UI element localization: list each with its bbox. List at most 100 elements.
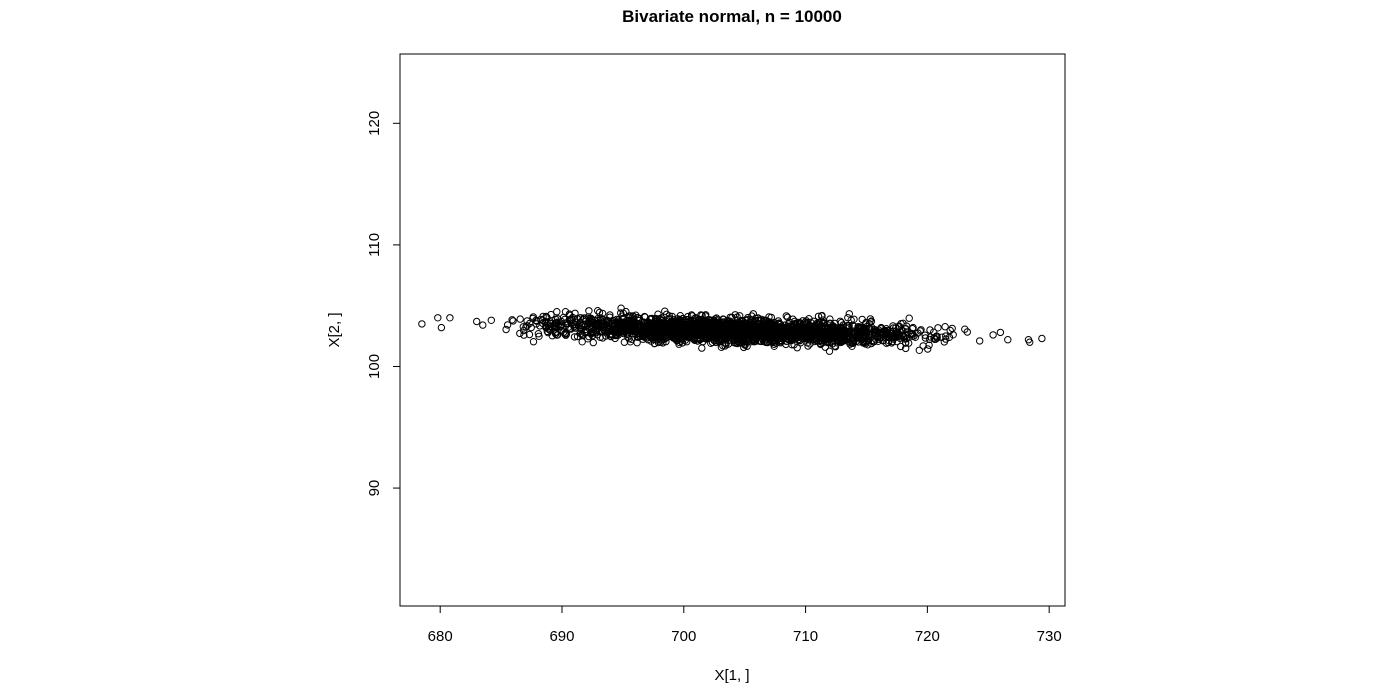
data-point	[625, 314, 633, 322]
data-point	[473, 317, 481, 326]
data-point	[619, 328, 627, 336]
x-tick-label: 700	[671, 628, 696, 645]
data-point	[673, 321, 682, 329]
data-point	[529, 338, 538, 346]
y-axis: 90 100 110 120	[366, 111, 400, 497]
data-point	[509, 317, 517, 325]
data-point	[661, 329, 670, 337]
data-point	[702, 332, 711, 341]
data-point	[553, 322, 561, 331]
data-point	[588, 331, 597, 340]
data-point	[687, 333, 696, 341]
data-point	[748, 312, 756, 320]
data-point	[806, 340, 814, 348]
data-point	[612, 330, 620, 338]
data-point	[738, 325, 747, 334]
data-point	[553, 308, 561, 316]
data-point	[694, 321, 702, 329]
data-point	[867, 334, 875, 342]
data-point	[446, 314, 454, 322]
y-tick-label: 110	[366, 233, 383, 257]
data-point	[573, 332, 582, 341]
data-point	[678, 339, 687, 347]
data-point	[768, 322, 776, 331]
data-points	[418, 304, 1046, 355]
data-point	[520, 331, 528, 339]
data-point	[861, 325, 869, 333]
data-point	[760, 321, 768, 329]
data-point	[527, 323, 535, 332]
data-point	[598, 309, 607, 318]
x-tick-label: 720	[915, 628, 940, 645]
data-point	[1038, 334, 1046, 343]
data-point	[743, 338, 751, 346]
data-point	[925, 341, 933, 349]
data-point	[552, 328, 560, 336]
data-point	[934, 324, 942, 332]
data-point	[713, 322, 721, 330]
data-point	[571, 309, 579, 317]
data-point	[508, 316, 516, 324]
data-point	[802, 326, 811, 334]
data-point	[842, 324, 850, 332]
x-tick-label: 680	[428, 628, 453, 645]
data-point	[620, 338, 629, 346]
data-point	[839, 334, 847, 342]
data-point	[633, 327, 641, 336]
data-point	[889, 322, 897, 330]
data-point	[730, 320, 738, 329]
data-point	[712, 314, 721, 322]
data-point	[587, 314, 595, 323]
data-point	[785, 331, 793, 339]
data-point	[691, 320, 699, 329]
data-point	[871, 329, 879, 338]
data-point	[526, 319, 534, 328]
data-point	[629, 312, 637, 320]
data-point	[782, 312, 790, 320]
data-point	[846, 340, 854, 348]
data-point	[897, 342, 905, 351]
data-point	[664, 333, 672, 341]
data-point	[437, 323, 446, 332]
data-point	[585, 307, 593, 315]
plot-frame	[399, 53, 1066, 607]
chart-title: Bivariate normal, n = 10000	[622, 7, 842, 26]
data-point	[591, 316, 599, 325]
data-point	[908, 325, 917, 333]
data-point	[612, 318, 620, 326]
data-point	[683, 338, 691, 346]
data-point	[961, 325, 969, 333]
data-point	[911, 333, 920, 341]
data-point	[738, 339, 747, 347]
data-point	[604, 325, 613, 333]
data-point	[721, 342, 729, 350]
data-point	[688, 329, 696, 338]
data-point	[626, 338, 635, 346]
data-point	[768, 320, 777, 328]
data-point	[996, 328, 1005, 337]
data-point	[717, 330, 726, 338]
data-point	[661, 307, 669, 315]
data-point	[760, 316, 768, 324]
data-point	[616, 328, 624, 336]
y-tick-label: 90	[366, 480, 383, 497]
data-point	[821, 334, 829, 342]
data-point	[892, 330, 901, 338]
data-point	[653, 325, 661, 333]
data-point	[519, 323, 527, 331]
data-point	[933, 334, 941, 342]
data-point	[503, 321, 512, 329]
data-point	[857, 325, 865, 333]
data-point	[726, 322, 734, 330]
data-point	[945, 333, 954, 341]
data-point	[708, 316, 716, 324]
data-point	[793, 344, 801, 352]
data-point	[622, 307, 630, 316]
data-point	[648, 332, 656, 341]
data-point	[858, 315, 866, 324]
data-point	[859, 339, 867, 347]
data-point	[825, 347, 834, 355]
data-point	[538, 316, 547, 324]
data-point	[594, 307, 602, 315]
data-point	[949, 331, 957, 339]
